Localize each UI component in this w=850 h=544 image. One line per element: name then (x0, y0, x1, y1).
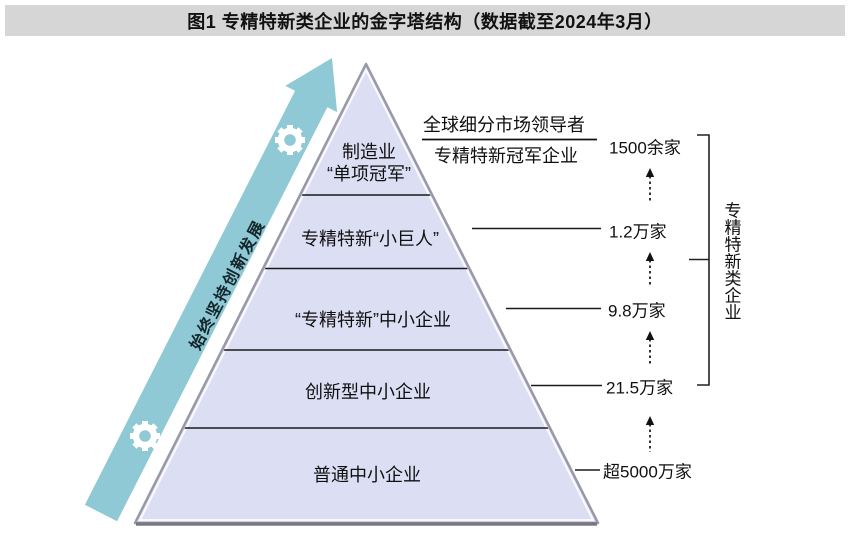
tier-label-little-giant: 专精特新“小巨人” (301, 229, 439, 249)
apex-annotation-denominator: 专精特新冠军企业 (434, 146, 578, 166)
tier-label-champion: 制造业 “单项冠军” (327, 141, 411, 185)
count-ordinary-sme: 超5000万家 (603, 462, 692, 482)
dashed-up-arrows (645, 168, 655, 452)
figure-title: 图1 专精特新类企业的金字塔结构（数据截至2024年3月） (187, 11, 663, 32)
count-srdi-sme: 9.8万家 (608, 301, 666, 321)
gear-icon (130, 421, 160, 451)
count-champion: 1500余家 (609, 138, 681, 158)
tier-label-champion-line1: 制造业 (342, 142, 396, 162)
pyramid-highlight (138, 67, 595, 521)
up-arrow-icon (645, 331, 655, 364)
tier-label-innovative-sme: 创新型中小企业 (305, 382, 431, 402)
up-arrow-icon (645, 416, 655, 452)
innovation-arrow (84, 58, 338, 522)
apex-annotation-numerator: 全球细分市场领导者 (423, 115, 585, 135)
up-arrow-icon (645, 168, 655, 203)
count-innovative-sme: 21.5万家 (606, 378, 674, 398)
count-little-giant: 1.2万家 (609, 222, 667, 242)
figure-title-bar: 图1 专精特新类企业的金字塔结构（数据截至2024年3月） (5, 5, 845, 36)
tier-label-champion-line2: “单项冠军” (327, 164, 411, 184)
gear-icon (275, 125, 305, 155)
tier-label-ordinary-sme: 普通中小企业 (313, 465, 421, 485)
group-bracket (689, 134, 710, 386)
tier-label-srdi-sme: “专精特新”中小企业 (295, 310, 451, 330)
group-bracket-label: 专精特新类企业 (721, 201, 741, 321)
up-arrow-icon (645, 252, 655, 286)
